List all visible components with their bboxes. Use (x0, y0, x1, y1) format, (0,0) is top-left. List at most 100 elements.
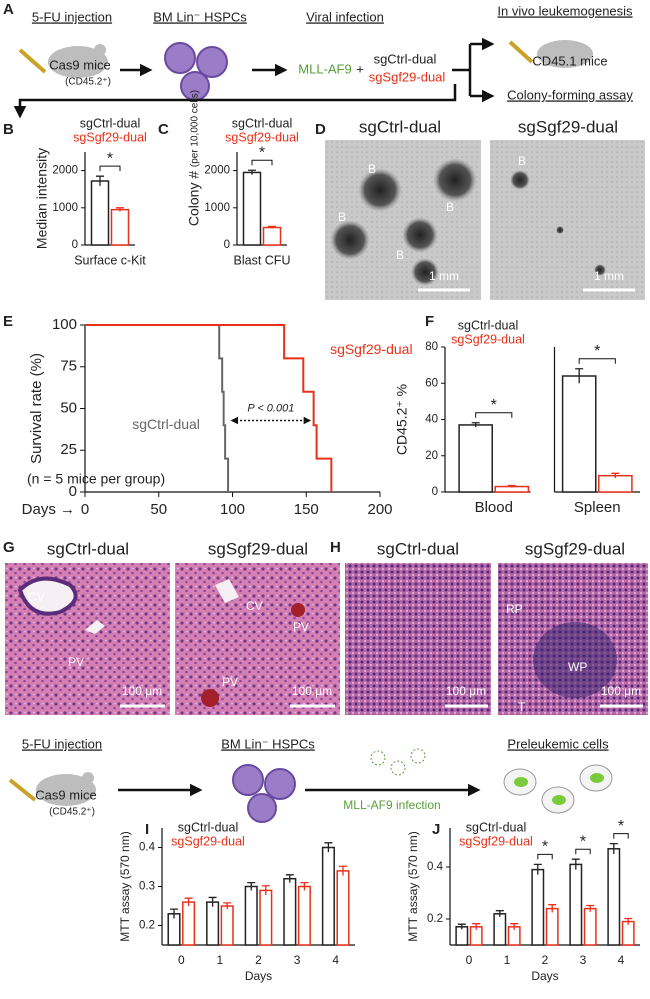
p-value: P < 0.001 (247, 402, 294, 414)
y-axis-note: (per 10,000 cells) (190, 90, 201, 167)
legend-entry: sgCtrl-dual (232, 116, 292, 130)
bar (545, 907, 559, 946)
colony-marker: B (446, 200, 454, 214)
significance-label: * (580, 833, 586, 850)
x-tick-label: 3 (580, 953, 587, 967)
error-bar (586, 904, 595, 912)
x-tick-label: 0 (81, 501, 89, 518)
x-tick-label: 150 (294, 501, 319, 518)
panel-label: I (145, 821, 149, 838)
error-bar (471, 422, 480, 428)
scale-label: 100 μm (446, 684, 486, 698)
x-tick-label: Blood (475, 499, 513, 516)
y-tick-label: 100 (52, 316, 77, 333)
bar (569, 863, 583, 946)
panel-label: B (3, 121, 14, 138)
legend-entry: sgSgf29-dual (73, 130, 147, 144)
x-axis-label: Days (531, 969, 558, 983)
panel-label: G (3, 539, 15, 556)
legend-entry: sgSgf29-dual (451, 332, 525, 346)
x-tick-label: 100 (220, 501, 245, 518)
bar (458, 424, 494, 493)
y-axis-label: Colony # (186, 171, 202, 226)
bar (262, 226, 282, 246)
guide-label: sgCtrl-dual (374, 51, 437, 66)
bar (110, 208, 130, 246)
mouse-note: (CD45.2⁺) (65, 77, 111, 88)
plus: + (356, 61, 364, 76)
y-tick-label: 0 (432, 486, 438, 498)
panel-label: D (315, 121, 326, 138)
significance-label: * (542, 839, 548, 856)
series-label: sgSgf29-dual (330, 341, 413, 357)
significance-label: * (107, 150, 113, 167)
y-tick-label: 0.4 (139, 842, 156, 854)
y-tick-label: 20 (425, 450, 438, 462)
micrograph-panel: H sgCtrl-dual sgSgf29-dual RP WP T 100 μ… (330, 539, 648, 715)
panel-label: J (432, 821, 440, 838)
vein-label: PV (293, 620, 309, 634)
colony (330, 220, 370, 260)
significance-bracket (251, 159, 273, 166)
image-title: sgSgf29-dual (518, 117, 618, 136)
micrograph (175, 563, 340, 715)
region-label: WP (568, 660, 587, 674)
x-tick-label: 3 (294, 953, 301, 967)
legend-entry: sgCtrl-dual (466, 820, 526, 834)
panel-label: F (425, 313, 434, 330)
image-title: sgSgf29-dual (525, 539, 625, 558)
cell-nucleus (590, 773, 604, 783)
bar (561, 375, 597, 493)
error-bar (611, 472, 620, 479)
y-tick-label: 0 (72, 239, 78, 251)
significance-bracket (613, 833, 629, 839)
significance-bracket (475, 412, 513, 418)
vein (201, 689, 219, 707)
scale-label: 1 mm (429, 269, 459, 283)
panel-label: C (158, 121, 169, 138)
vein-label: CV (246, 599, 263, 613)
colony (358, 168, 402, 212)
error-bar (507, 484, 516, 488)
vein (291, 603, 305, 617)
mouse-ear (82, 772, 94, 784)
mouse-label: Cas9 mice (49, 57, 110, 72)
bar (621, 920, 635, 946)
x-tick-label: 200 (367, 501, 392, 518)
y-tick-label: 50 (60, 399, 77, 416)
virus-label: MLL-AF9 (298, 61, 351, 76)
error-bar (223, 902, 232, 910)
panel-label: H (330, 539, 341, 556)
error-bar (170, 908, 179, 919)
error-bar (510, 923, 519, 930)
bar (493, 913, 507, 946)
syringe-icon (8, 778, 37, 802)
y-tick-label: 25 (60, 441, 77, 458)
mouse-ear (94, 44, 106, 56)
error-bar (457, 923, 466, 930)
mouse-icon (537, 40, 593, 68)
error-bar (285, 874, 294, 883)
micrograph (490, 140, 645, 300)
error-bar (261, 885, 270, 896)
mouse-icon (48, 46, 108, 78)
arrow (13, 84, 457, 119)
y-axis-label: Survival rate (%) (28, 353, 45, 464)
scale-label: 100 μm (122, 684, 162, 698)
image-title: sgCtrl-dual (377, 539, 459, 558)
vein-label: CV (28, 590, 45, 604)
colony (510, 170, 530, 190)
error-bar (184, 897, 193, 906)
x-tick-label: Spleen (574, 499, 621, 516)
vein (85, 620, 105, 634)
bar (206, 901, 220, 946)
y-tick-label: 1000 (52, 202, 78, 214)
mouse-label: Cas9 mice (35, 787, 96, 802)
error-bar (248, 169, 256, 175)
step-label: BM Lin⁻ HSPCs (153, 9, 247, 24)
scale-label: 100 μm (292, 684, 332, 698)
series-label: sgCtrl-dual (132, 416, 200, 432)
significance-label: * (259, 144, 265, 161)
colony (556, 226, 564, 234)
